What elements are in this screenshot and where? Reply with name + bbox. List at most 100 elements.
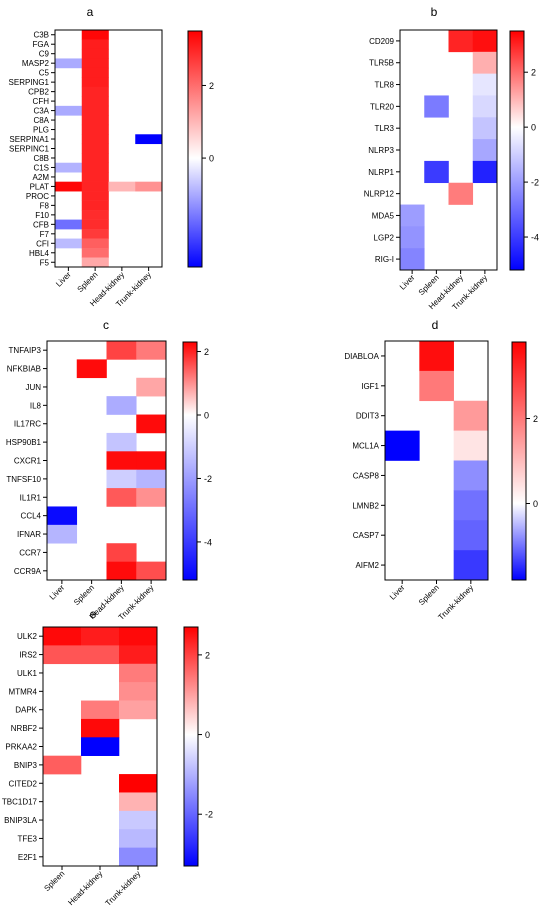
heatmap-cell-a-cfi-spleen: [81, 238, 109, 249]
row-label-b-lgp2: LGP2: [374, 233, 395, 242]
row-label-c-ccr7: CCR7: [19, 548, 41, 557]
colorbar-tick-label-a: 0: [209, 154, 214, 164]
heatmap-cell-a-cpb2-spleen: [81, 86, 109, 97]
row-label-b-tlr8: TLR8: [374, 81, 394, 90]
row-label-b-nlrp1: NLRP1: [368, 168, 394, 177]
colorbar-e: [183, 626, 199, 867]
row-label-a-serping1: SERPING1: [9, 78, 50, 87]
row-label-b-tlr20: TLR20: [370, 102, 395, 111]
heatmap-cell-e-dapk-head-kidney: [81, 700, 120, 720]
row-label-c-ccr9a: CCR9A: [14, 567, 42, 576]
row-label-c-tnfaip3: TNFAIP3: [9, 346, 42, 355]
colorbar-tick-label-b: 0: [531, 123, 536, 133]
heatmap-cell-a-plat-head-kidney: [108, 181, 136, 192]
heatmap-cell-a-serping1-spleen: [81, 77, 109, 88]
row-label-e-bnip3la: BNIP3LA: [4, 816, 38, 825]
row-label-c-ccl4: CCL4: [21, 512, 42, 521]
heatmap-cell-c-hsp90b1-head-kidney: [106, 432, 137, 452]
colorbar-tick-label-d: 2: [533, 414, 538, 424]
row-label-e-nrbf2: NRBF2: [11, 724, 38, 733]
heatmap-cell-a-c3a-liver: [55, 105, 83, 116]
heatmap-cell-b-nlrp1-trunk-kidney: [472, 160, 498, 184]
row-label-c-il17rc: IL17RC: [14, 420, 41, 429]
col-label-e-trunk-kidney: Trunk-kidney: [104, 869, 143, 908]
colorbar-d: [511, 341, 527, 581]
row-label-e-prkaa2: PRKAA2: [5, 743, 37, 752]
row-label-a-f5: F5: [40, 258, 50, 267]
heatmap-cell-c-cxcr1-trunk-kidney: [136, 451, 167, 470]
heatmap-cell-b-tlr20-trunk-kidney: [472, 95, 498, 118]
heatmap-cell-a-masp2-liver: [55, 58, 83, 69]
row-label-e-irs2: IRS2: [19, 651, 37, 660]
heatmap-cell-e-tbc1d17-trunk-kidney: [119, 792, 158, 812]
heatmap-cell-a-f7-spleen: [81, 229, 109, 239]
col-label-b-liver: Liver: [398, 273, 417, 292]
heatmap-cell-b-cd209-head-kidney: [448, 30, 474, 53]
heatmap-cell-c-ccr9a-head-kidney: [106, 561, 137, 581]
heatmap-cell-d-aifm2-trunk-kidney: [453, 550, 489, 581]
row-label-c-il8: IL8: [30, 401, 42, 410]
heatmap-cell-a-f10-spleen: [81, 210, 109, 220]
heatmap-cell-a-f8-spleen: [81, 200, 109, 211]
heatmap-cell-e-tfe3-trunk-kidney: [119, 829, 158, 848]
row-label-a-cpb2: CPB2: [28, 88, 49, 97]
row-label-a-cfi: CFI: [36, 239, 49, 248]
col-label-a-liver: Liver: [54, 270, 73, 289]
heatmap-cell-c-tnfaip3-head-kidney: [106, 341, 137, 360]
row-label-a-cfh: CFH: [33, 97, 50, 106]
heatmap-cell-c-il1r1-trunk-kidney: [136, 488, 167, 507]
colorbar-tick-label-e: 0: [205, 730, 210, 740]
heatmap-cell-a-cfi-liver: [55, 238, 83, 249]
heatmap-cell-a-plg-spleen: [81, 124, 109, 135]
row-label-b-tlr3: TLR3: [374, 124, 394, 133]
colorbar-tick-label-c: -2: [204, 474, 212, 484]
colorbar-tick-label-d: 0: [533, 499, 538, 509]
heatmap-cell-a-c5-spleen: [81, 67, 109, 78]
colorbar-tick-label-a: 2: [209, 81, 214, 91]
row-label-b-cd209: CD209: [369, 37, 394, 46]
heatmap-cell-a-plat-trunk-kidney: [135, 181, 163, 192]
row-label-e-tfe3: TFE3: [17, 834, 37, 843]
row-label-c-cxcr1: CXCR1: [14, 457, 42, 466]
heatmap-cell-b-nlrp1-spleen: [424, 160, 449, 184]
row-label-c-jun: JUN: [25, 383, 41, 392]
row-label-a-serpina1: SERPINA1: [9, 135, 49, 144]
row-label-e-dapk: DAPK: [15, 706, 37, 715]
heatmap-cell-a-c1s-spleen: [81, 162, 109, 173]
row-label-d-ddit3: DDIT3: [356, 412, 380, 421]
row-label-a-c3a: C3A: [33, 107, 49, 116]
col-label-e-head-kidney: Head-kidney: [66, 869, 104, 907]
heatmap-cell-a-fga-spleen: [81, 39, 109, 50]
row-label-e-bnip3: BNIP3: [14, 761, 38, 770]
heatmap-cell-a-c8b-spleen: [81, 153, 109, 164]
heatmap-cell-c-tnfaip3-trunk-kidney: [136, 341, 167, 360]
row-label-a-masp2: MASP2: [22, 59, 50, 68]
col-label-e-spleen: Spleen: [42, 869, 66, 893]
heatmap-cell-a-proc-spleen: [81, 191, 109, 201]
heatmap-cell-b-rig-i-liver: [400, 248, 425, 271]
heatmap-cell-b-nlrp12-head-kidney: [448, 182, 474, 205]
row-label-a-f8: F8: [40, 201, 50, 210]
row-label-a-c8b: C8B: [33, 154, 49, 163]
colorbar-tick-label-b: -2: [531, 178, 539, 188]
col-label-c-spleen: Spleen: [72, 583, 96, 607]
row-label-a-fga: FGA: [33, 40, 50, 49]
heatmap-cell-c-tnfsf10-head-kidney: [106, 469, 137, 489]
panel-d: d DIABLOA IGF1 DDIT3 MCL1A CASP8 LMNB2 CASP7 AI…: [344, 318, 538, 622]
row-label-a-a2m: A2M: [33, 173, 50, 182]
heatmap-cell-e-e2f1-trunk-kidney: [119, 847, 158, 867]
panel-letter-e: e: [90, 607, 97, 621]
heatmap-cell-c-il1r1-head-kidney: [106, 488, 137, 507]
panel-letter-a: a: [87, 5, 94, 19]
heatmap-cell-c-ifnar-liver: [47, 524, 78, 544]
heatmap-cell-a-cfh-spleen: [81, 96, 109, 107]
col-label-d-trunk-kidney: Trunk-kidney: [436, 583, 475, 622]
row-label-a-c5: C5: [39, 69, 50, 78]
col-label-d-spleen: Spleen: [417, 583, 441, 607]
row-label-d-casp7: CASP7: [353, 531, 380, 540]
row-label-c-il1r1: IL1R1: [20, 493, 42, 502]
heatmap-cell-a-plat-spleen: [81, 181, 109, 192]
row-label-e-mtmr4: MTMR4: [9, 687, 38, 696]
heatmap-cell-e-ulk1-trunk-kidney: [119, 663, 158, 683]
